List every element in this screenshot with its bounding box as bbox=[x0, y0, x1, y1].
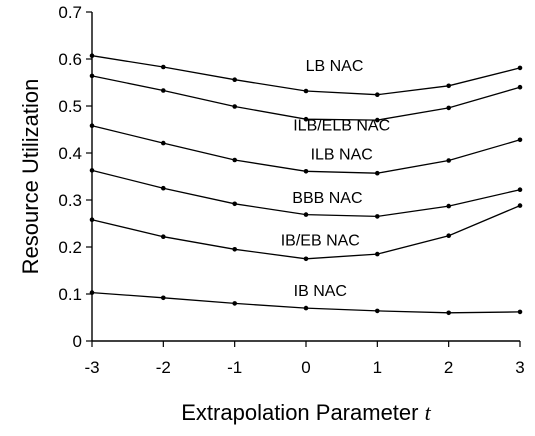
x-tick-label: -1 bbox=[227, 358, 242, 377]
data-point bbox=[446, 105, 452, 111]
data-point bbox=[232, 201, 237, 207]
data-point bbox=[446, 233, 452, 238]
data-point bbox=[303, 256, 309, 262]
series-label: IB/EB NAC bbox=[281, 233, 360, 250]
data-point bbox=[161, 234, 166, 239]
x-tick-label: 2 bbox=[444, 358, 453, 377]
data-point bbox=[517, 65, 523, 71]
x-axis-title: Extrapolation Parameter t bbox=[181, 400, 431, 425]
data-point bbox=[89, 123, 95, 128]
data-point bbox=[446, 310, 452, 316]
x-tick-label: -3 bbox=[84, 358, 99, 377]
data-point bbox=[89, 217, 95, 222]
x-tick-label: -2 bbox=[156, 358, 171, 377]
data-point bbox=[89, 290, 95, 295]
data-point bbox=[161, 185, 166, 191]
data-point bbox=[89, 168, 95, 173]
data-point bbox=[303, 305, 309, 311]
data-point bbox=[446, 158, 452, 163]
x-tick-label: 0 bbox=[301, 358, 310, 377]
y-tick-label: 0.2 bbox=[58, 238, 82, 257]
data-point bbox=[232, 247, 237, 252]
data-point bbox=[303, 212, 309, 217]
series-line bbox=[91, 75, 521, 121]
x-axis-title-text: Extrapolation Parameter bbox=[181, 400, 418, 425]
data-point bbox=[161, 295, 166, 301]
data-point bbox=[375, 92, 380, 97]
data-point bbox=[517, 309, 523, 315]
data-point bbox=[232, 157, 237, 163]
data-point bbox=[375, 170, 380, 176]
data-point bbox=[375, 308, 380, 314]
series-label: LB NAC bbox=[306, 58, 364, 75]
data-point bbox=[303, 116, 309, 122]
data-point bbox=[161, 140, 166, 146]
chart-series-labels: LB NAC ILB/ELB NAC ILB NAC BBB NAC IB/EB NAC… bbox=[281, 58, 390, 300]
data-point bbox=[232, 301, 237, 306]
data-point bbox=[161, 64, 166, 70]
series-label: ILB NAC bbox=[311, 147, 373, 164]
data-point bbox=[517, 187, 523, 192]
series-label: ILB/ELB NAC bbox=[293, 117, 390, 134]
data-point bbox=[375, 214, 380, 219]
data-point bbox=[517, 84, 523, 90]
chart-series bbox=[89, 53, 523, 316]
x-tick-label: 3 bbox=[515, 358, 524, 377]
data-point bbox=[446, 203, 452, 209]
data-point bbox=[303, 169, 309, 174]
chart-ticks: 0 0.1 0.2 0.3 0.4 0.5 0.6 0.7 -3 -2 -1 0 1 2 3 bbox=[58, 3, 524, 377]
data-point bbox=[161, 88, 166, 93]
x-axis-title-symbol: t bbox=[425, 400, 432, 425]
data-point bbox=[303, 88, 309, 94]
series-label: BBB NAC bbox=[292, 190, 362, 207]
data-point bbox=[517, 203, 523, 208]
y-tick-label: 0.3 bbox=[58, 191, 82, 210]
data-point bbox=[517, 137, 523, 143]
data-point bbox=[89, 53, 95, 58]
y-tick-label: 0.7 bbox=[58, 3, 82, 22]
data-point bbox=[375, 117, 380, 123]
y-tick-label: 0.6 bbox=[58, 50, 82, 69]
y-tick-label: 0.1 bbox=[58, 285, 82, 304]
y-tick-label: 0.5 bbox=[58, 97, 82, 116]
data-point bbox=[89, 73, 95, 79]
data-point bbox=[446, 83, 452, 89]
x-tick-label: 1 bbox=[373, 358, 382, 377]
y-axis-title: Resource Utilization bbox=[18, 79, 43, 275]
data-point bbox=[232, 77, 237, 82]
y-tick-label: 0 bbox=[73, 332, 82, 351]
y-tick-label: 0.4 bbox=[58, 144, 82, 163]
data-point bbox=[375, 251, 380, 257]
series-label: IB NAC bbox=[294, 283, 347, 300]
data-point bbox=[232, 104, 237, 109]
